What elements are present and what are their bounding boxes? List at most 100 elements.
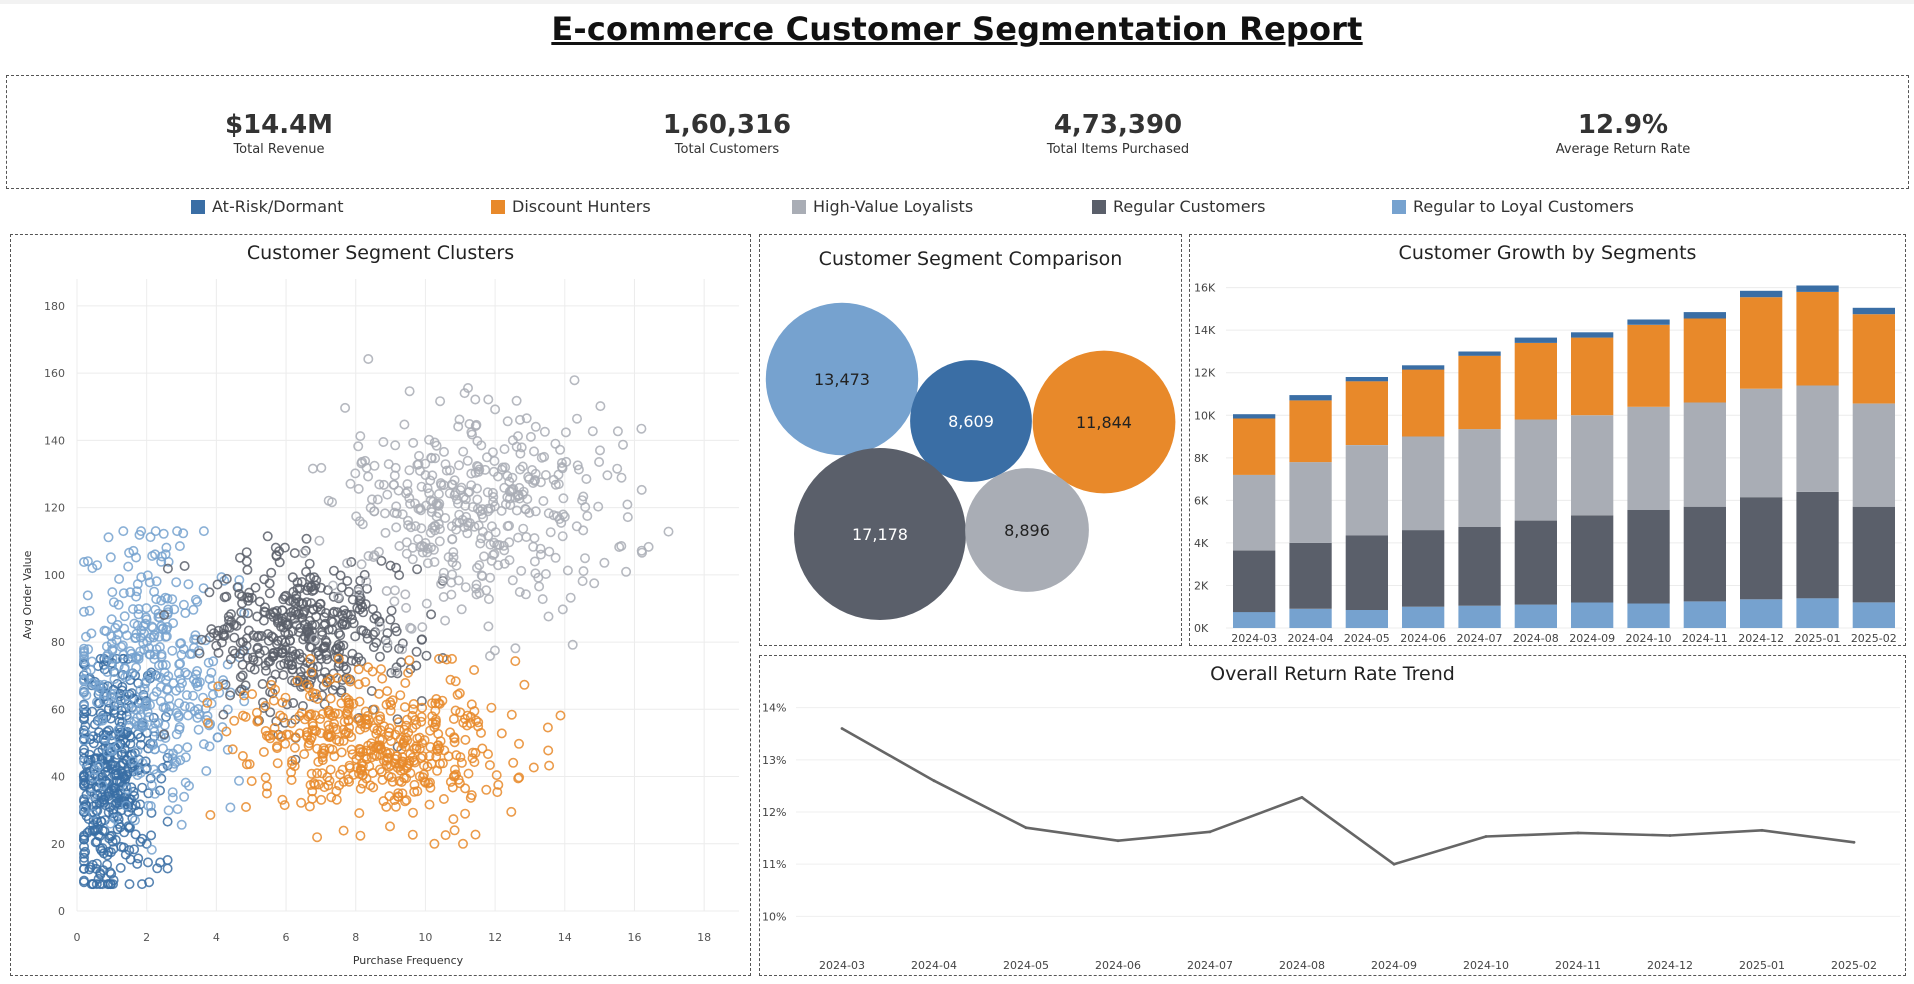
scatter-point [368, 782, 379, 793]
scatter-point [264, 578, 275, 589]
scatter-point [146, 830, 157, 841]
x-tick-label: 2024-03 [819, 959, 865, 972]
scatter-point [118, 588, 129, 599]
bar-segment [1740, 388, 1783, 498]
x-tick-label: 10 [418, 931, 432, 944]
scatter-point [506, 709, 517, 720]
scatter-point [79, 556, 90, 567]
scatter-point [148, 739, 159, 750]
scatter-point [521, 531, 532, 542]
kpi-panel: $14.4M Total Revenue 1,60,316 Total Cust… [6, 75, 1909, 189]
legend-item-regular[interactable]: Regular Customers [1092, 197, 1266, 216]
line-point [1116, 839, 1120, 843]
scatter-point [417, 622, 428, 633]
scatter-point [345, 609, 356, 620]
scatter-point [424, 488, 435, 499]
bar-segment [1571, 415, 1614, 516]
scatter-point [286, 611, 297, 622]
scatter-point [484, 760, 495, 771]
scatter-point [373, 688, 384, 699]
scatter-point [478, 551, 489, 562]
scatter-point [424, 434, 435, 445]
scatter-point [469, 664, 480, 675]
scatter-point [241, 556, 252, 567]
scatter-point [313, 756, 324, 767]
scatter-point [113, 724, 124, 735]
scatter-point [106, 614, 117, 625]
scatter-point [84, 605, 95, 616]
legend-swatch [491, 199, 505, 214]
scatter-point [360, 719, 371, 730]
scatter-point [340, 608, 351, 619]
scatter-point [507, 575, 518, 586]
scatter-point [391, 501, 402, 512]
scatter-point [312, 693, 323, 704]
scatter-point [176, 649, 187, 660]
scatter-point [356, 458, 367, 469]
scatter-point [101, 626, 112, 637]
scatter-point [446, 653, 457, 664]
legend-swatch [792, 199, 806, 214]
bar-segment [1571, 337, 1614, 416]
scatter-point [616, 472, 627, 483]
scatter-point [434, 498, 445, 509]
scatter-point [236, 684, 247, 695]
scatter-point [397, 638, 408, 649]
legend-item-at-risk[interactable]: At-Risk/Dormant [191, 197, 343, 216]
scatter-point [331, 724, 342, 735]
scatter-point [289, 742, 300, 753]
scatter-point [141, 612, 152, 623]
scatter-point [414, 465, 425, 476]
scatter-point [492, 787, 503, 798]
bar-segment [1683, 402, 1726, 507]
scatter-point [141, 603, 152, 614]
legend-item-regular-to-loyal[interactable]: Regular to Loyal Customers [1392, 197, 1634, 216]
scatter-point [115, 785, 126, 796]
scatter-point [483, 394, 494, 405]
scatter-point [103, 649, 114, 660]
scatter-point [149, 653, 160, 664]
scatter-point [261, 665, 272, 676]
scatter-point [528, 446, 539, 457]
scatter-point [391, 522, 402, 533]
scatter-point [446, 577, 457, 588]
scatter-point [542, 722, 553, 733]
legend-item-discount-hunters[interactable]: Discount Hunters [491, 197, 651, 216]
scatter-point [534, 581, 545, 592]
scatter-point [567, 639, 578, 650]
scatter-point [518, 523, 529, 534]
scatter-point [234, 775, 245, 786]
scatter-point [555, 710, 566, 721]
scatter-point [476, 440, 487, 451]
scatter-point [144, 877, 155, 888]
scatter-point [319, 620, 330, 631]
scatter-point [269, 607, 280, 618]
scatter-point [510, 643, 521, 654]
scatter-point [94, 831, 105, 842]
scatter-point [636, 484, 647, 495]
legend-item-high-value[interactable]: High-Value Loyalists [792, 197, 973, 216]
scatter-point [222, 659, 233, 670]
scatter-point [162, 863, 173, 874]
scatter-point [384, 791, 395, 802]
scatter-point [555, 444, 566, 455]
scatter-point [369, 460, 380, 471]
scatter-point [374, 479, 385, 490]
scatter-point [419, 735, 430, 746]
scatter-point [265, 686, 276, 697]
scatter-point [160, 659, 171, 670]
scatter-point [102, 666, 113, 677]
scatter-point [391, 662, 402, 673]
x-tick-label: 2024-07 [1187, 959, 1233, 972]
scatter-point [431, 693, 442, 704]
scatter-point [400, 677, 411, 688]
scatter-point [153, 717, 164, 728]
scatter-point [429, 556, 440, 567]
scatter-point [298, 634, 309, 645]
scatter-point [378, 437, 389, 448]
scatter-point [167, 645, 178, 656]
x-tick-label: 6 [283, 931, 290, 944]
line-point [1300, 796, 1304, 799]
scatter-point [174, 698, 185, 709]
scatter-point [489, 548, 500, 559]
